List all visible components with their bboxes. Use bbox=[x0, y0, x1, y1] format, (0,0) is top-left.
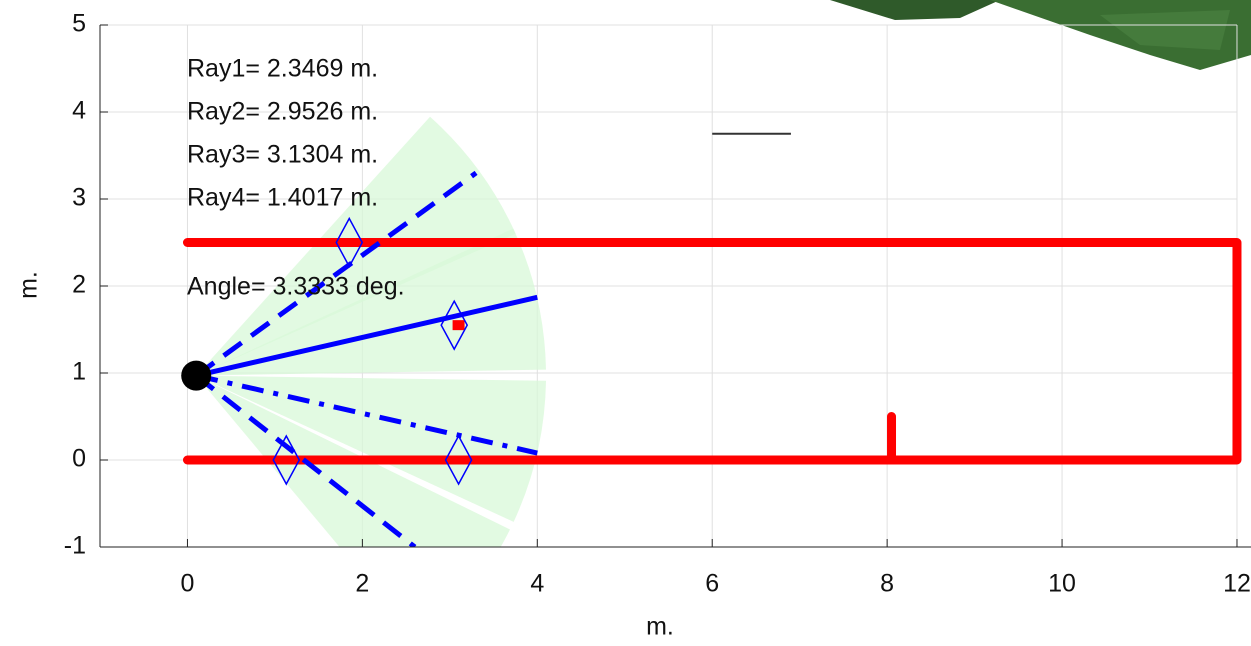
y-tick-label: 1 bbox=[72, 358, 86, 386]
x-tick-label: 10 bbox=[1048, 570, 1076, 598]
robot bbox=[181, 361, 211, 391]
y-tick-label: 4 bbox=[72, 97, 86, 125]
y-tick-label: 0 bbox=[72, 445, 86, 473]
x-tick-label: 8 bbox=[880, 570, 894, 598]
x-tick-label: 0 bbox=[181, 570, 195, 598]
y-axis-label: m. bbox=[15, 271, 43, 299]
angle-annotation: Angle= 3.3333 deg. bbox=[187, 273, 405, 301]
x-tick-label: 6 bbox=[705, 570, 719, 598]
target bbox=[453, 320, 465, 330]
x-tick-label: 2 bbox=[355, 570, 369, 598]
chart: 024681012-1012345 m. m. Ray1= 2.3469 m.R… bbox=[0, 0, 1251, 646]
ray-annotation: Ray3= 3.1304 m. bbox=[187, 141, 378, 169]
y-tick-label: 2 bbox=[72, 271, 86, 299]
ray-annotation: Ray1= 2.3469 m. bbox=[187, 55, 378, 83]
y-tick-label: 5 bbox=[72, 10, 86, 38]
x-tick-label: 12 bbox=[1223, 570, 1251, 598]
x-axis-label: m. bbox=[646, 613, 674, 641]
y-tick-label: -1 bbox=[64, 532, 86, 560]
ray-annotation: Ray4= 1.4017 m. bbox=[187, 184, 378, 212]
pcb-image bbox=[830, 0, 1251, 70]
x-tick-label: 4 bbox=[530, 570, 544, 598]
y-tick-label: 3 bbox=[72, 184, 86, 212]
ray-annotation: Ray2= 2.9526 m. bbox=[187, 98, 378, 126]
